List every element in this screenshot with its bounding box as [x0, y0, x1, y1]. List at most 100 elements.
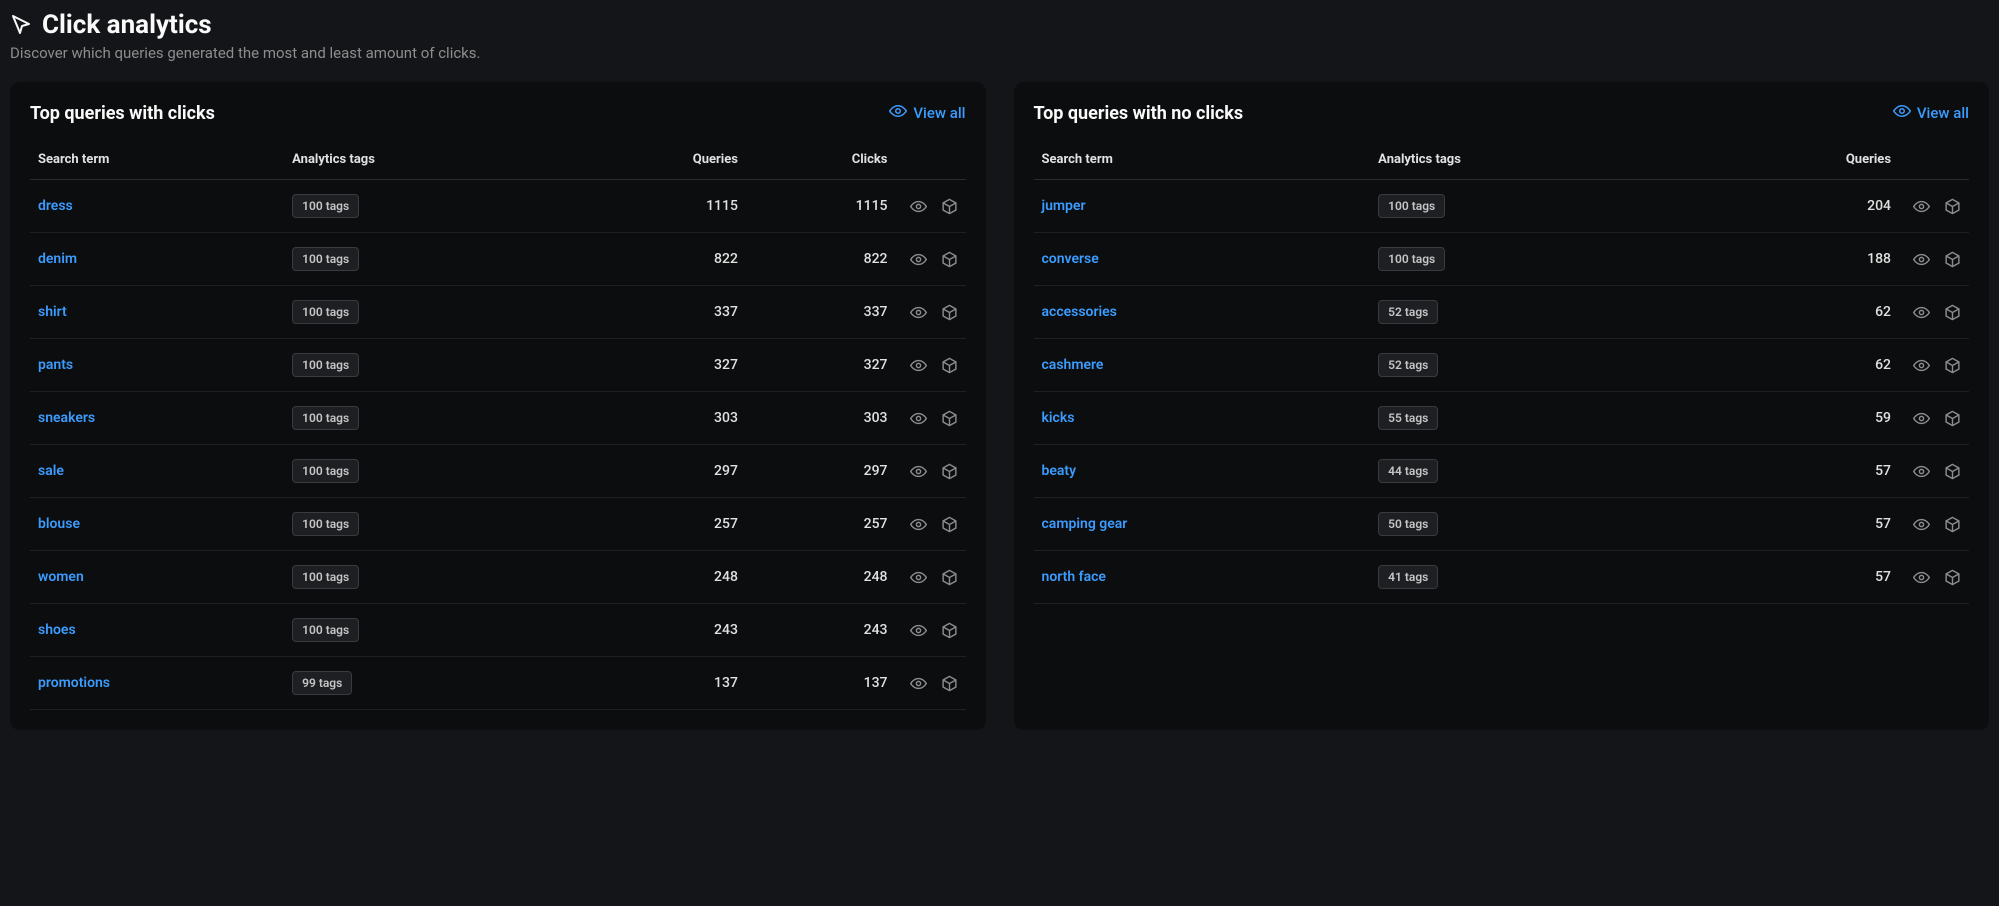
tags-badge[interactable]: 100 tags	[292, 565, 359, 589]
panel-no-clicks: Top queries with no clicks View all Sear…	[1014, 82, 1990, 730]
tags-badge[interactable]: 52 tags	[1378, 300, 1438, 324]
search-term-link[interactable]: jumper	[1042, 198, 1086, 214]
clicks-value: 297	[746, 445, 896, 498]
tags-badge[interactable]: 100 tags	[292, 353, 359, 377]
cube-icon[interactable]	[1944, 251, 1961, 268]
view-icon[interactable]	[910, 622, 927, 639]
tags-badge[interactable]: 100 tags	[292, 459, 359, 483]
eye-icon	[889, 102, 907, 124]
tags-badge[interactable]: 55 tags	[1378, 406, 1438, 430]
view-icon[interactable]	[910, 675, 927, 692]
cube-icon[interactable]	[941, 357, 958, 374]
search-term-link[interactable]: converse	[1042, 251, 1099, 267]
queries-value: 62	[1697, 339, 1899, 392]
search-term-link[interactable]: beaty	[1042, 463, 1077, 479]
tags-badge[interactable]: 41 tags	[1378, 565, 1438, 589]
search-term-link[interactable]: camping gear	[1042, 516, 1128, 532]
view-all-label: View all	[1917, 104, 1969, 122]
panel-title-no-clicks: Top queries with no clicks	[1034, 103, 1244, 124]
view-icon[interactable]	[1913, 251, 1930, 268]
search-term-link[interactable]: dress	[38, 198, 73, 214]
queries-value: 297	[569, 445, 746, 498]
cube-icon[interactable]	[941, 622, 958, 639]
queries-value: 822	[569, 233, 746, 286]
search-term-link[interactable]: accessories	[1042, 304, 1117, 320]
cube-icon[interactable]	[941, 304, 958, 321]
cube-icon[interactable]	[941, 569, 958, 586]
table-row: dress100 tags11151115	[30, 180, 966, 233]
view-all-with-clicks[interactable]: View all	[889, 102, 965, 124]
search-term-link[interactable]: kicks	[1042, 410, 1075, 426]
panel-with-clicks: Top queries with clicks View all Search …	[10, 82, 986, 730]
view-icon[interactable]	[1913, 516, 1930, 533]
search-term-link[interactable]: women	[38, 569, 84, 585]
eye-icon	[1893, 102, 1911, 124]
col-queries: Queries	[1697, 142, 1899, 180]
search-term-link[interactable]: promotions	[38, 675, 110, 691]
view-all-no-clicks[interactable]: View all	[1893, 102, 1969, 124]
view-icon[interactable]	[910, 410, 927, 427]
tags-badge[interactable]: 100 tags	[292, 300, 359, 324]
queries-value: 57	[1697, 551, 1899, 604]
tags-badge[interactable]: 100 tags	[292, 512, 359, 536]
cube-icon[interactable]	[941, 463, 958, 480]
view-icon[interactable]	[1913, 357, 1930, 374]
view-icon[interactable]	[910, 357, 927, 374]
tags-badge[interactable]: 50 tags	[1378, 512, 1438, 536]
view-icon[interactable]	[1913, 410, 1930, 427]
cube-icon[interactable]	[1944, 463, 1961, 480]
view-icon[interactable]	[910, 304, 927, 321]
view-icon[interactable]	[1913, 463, 1930, 480]
tags-badge[interactable]: 52 tags	[1378, 353, 1438, 377]
search-term-link[interactable]: pants	[38, 357, 73, 373]
view-icon[interactable]	[1913, 304, 1930, 321]
queries-value: 337	[569, 286, 746, 339]
tags-badge[interactable]: 100 tags	[292, 406, 359, 430]
tags-badge[interactable]: 100 tags	[292, 194, 359, 218]
cube-icon[interactable]	[1944, 569, 1961, 586]
view-icon[interactable]	[910, 516, 927, 533]
cube-icon[interactable]	[941, 516, 958, 533]
view-icon[interactable]	[1913, 569, 1930, 586]
clicks-value: 337	[746, 286, 896, 339]
page-subtitle: Discover which queries generated the mos…	[10, 44, 1989, 62]
cursor-icon	[10, 13, 34, 37]
cube-icon[interactable]	[941, 198, 958, 215]
search-term-link[interactable]: sale	[38, 463, 64, 479]
tags-badge[interactable]: 100 tags	[292, 247, 359, 271]
view-icon[interactable]	[910, 251, 927, 268]
tags-badge[interactable]: 44 tags	[1378, 459, 1438, 483]
tags-badge[interactable]: 99 tags	[292, 671, 352, 695]
queries-value: 248	[569, 551, 746, 604]
search-term-link[interactable]: blouse	[38, 516, 80, 532]
tags-badge[interactable]: 100 tags	[292, 618, 359, 642]
view-icon[interactable]	[1913, 198, 1930, 215]
cube-icon[interactable]	[1944, 410, 1961, 427]
cube-icon[interactable]	[1944, 198, 1961, 215]
queries-value: 57	[1697, 445, 1899, 498]
cube-icon[interactable]	[1944, 304, 1961, 321]
view-icon[interactable]	[910, 569, 927, 586]
tags-badge[interactable]: 100 tags	[1378, 247, 1445, 271]
table-row: jumper100 tags204	[1034, 180, 1970, 233]
search-term-link[interactable]: denim	[38, 251, 77, 267]
cube-icon[interactable]	[1944, 516, 1961, 533]
search-term-link[interactable]: shoes	[38, 622, 76, 638]
cube-icon[interactable]	[941, 410, 958, 427]
clicks-value: 137	[746, 657, 896, 710]
cube-icon[interactable]	[941, 251, 958, 268]
page-header: Click analytics	[10, 10, 1989, 40]
search-term-link[interactable]: cashmere	[1042, 357, 1104, 373]
col-actions	[896, 142, 966, 180]
view-icon[interactable]	[910, 198, 927, 215]
table-row: pants100 tags327327	[30, 339, 966, 392]
search-term-link[interactable]: sneakers	[38, 410, 95, 426]
cube-icon[interactable]	[1944, 357, 1961, 374]
cube-icon[interactable]	[941, 675, 958, 692]
view-all-label: View all	[913, 104, 965, 122]
clicks-value: 1115	[746, 180, 896, 233]
tags-badge[interactable]: 100 tags	[1378, 194, 1445, 218]
search-term-link[interactable]: shirt	[38, 304, 67, 320]
search-term-link[interactable]: north face	[1042, 569, 1106, 585]
view-icon[interactable]	[910, 463, 927, 480]
